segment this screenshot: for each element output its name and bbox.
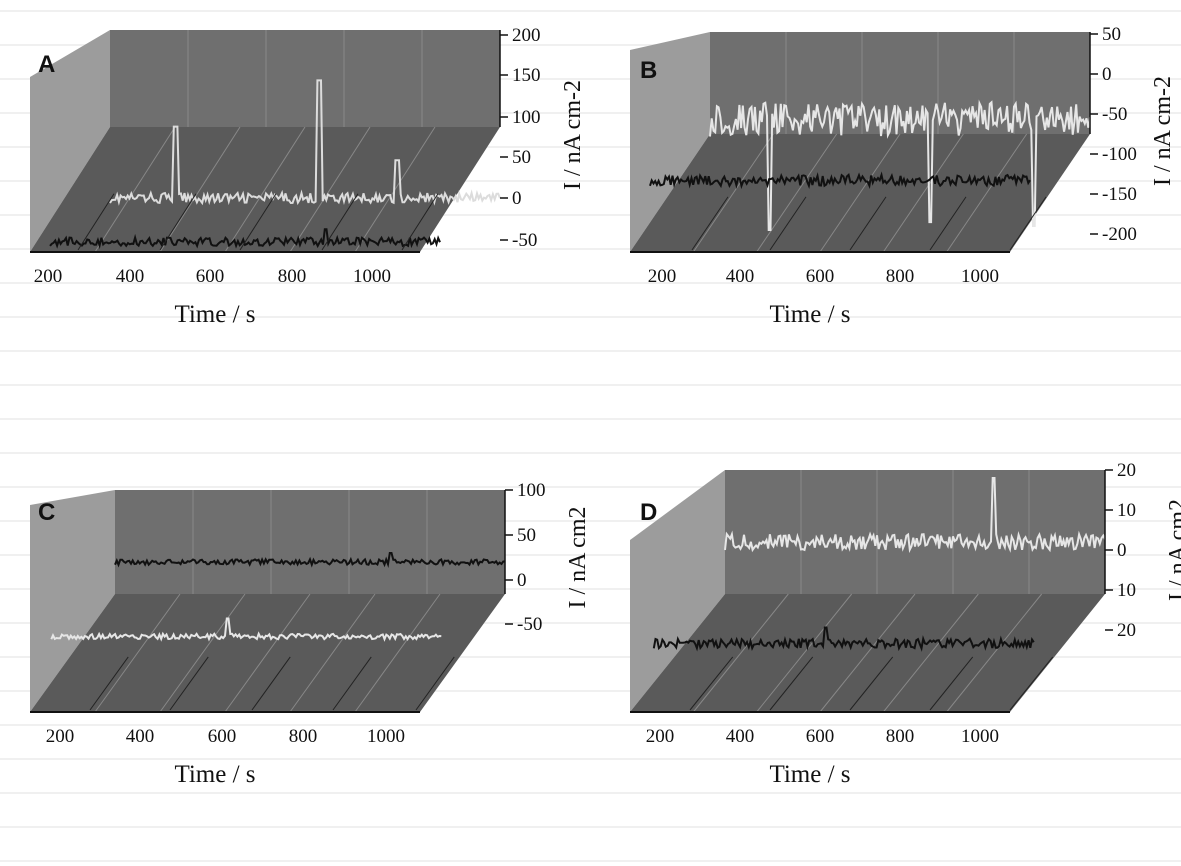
y-tick-label: 50 [512,147,531,168]
y-axis-title: I / nA cm-2 [560,80,586,190]
panel-label: B [640,57,657,84]
x-tick-label: 200 [46,726,75,747]
y-tick-label: 100 [512,107,541,128]
x-tick-label: 800 [886,266,915,287]
y-tick-label: -200 [1102,224,1137,245]
y-tick-label: 50 [1102,24,1121,45]
x-axis-title: Time / s [769,761,850,788]
y-tick-label: 20 [1117,460,1136,481]
x-tick-label: 1000 [961,726,999,747]
y-tick-label: 10 [1117,580,1136,601]
y-axis-title: I / nA cm2 [1165,499,1181,601]
x-tick-label: 600 [208,726,237,747]
x-tick-label: 400 [126,726,155,747]
y-tick-label: 20 [1117,620,1136,641]
y-tick-label: 0 [1102,64,1112,85]
x-tick-label: 1000 [353,266,391,287]
x-tick-label: 600 [806,266,835,287]
back-wall [110,30,500,127]
y-tick-label: 0 [1117,540,1127,561]
x-tick-label: 800 [278,266,307,287]
back-wall [725,470,1105,594]
x-axis-title: Time / s [769,301,850,328]
x-tick-label: 800 [289,726,318,747]
x-tick-label: 200 [646,726,675,747]
y-tick-label: 10 [1117,500,1136,521]
panel-label: A [38,51,55,78]
y-tick-label: 0 [512,188,522,209]
x-axis-title: Time / s [174,761,255,788]
y-tick-label: -50 [517,614,542,635]
x-axis-title: Time / s [174,301,255,328]
x-tick-label: 400 [726,726,755,747]
y-tick-label: 50 [517,525,536,546]
panel-label: C [38,499,55,526]
y-tick-label: -150 [1102,184,1137,205]
x-tick-label: 400 [116,266,145,287]
y-tick-label: -50 [1102,104,1127,125]
y-axis-title: I / nA cm-2 [1150,76,1176,186]
panel-label: D [640,499,657,526]
y-tick-label: 100 [517,480,546,501]
x-tick-label: 200 [648,266,677,287]
panel-c: 200 400 600 800 1000 Time / s 100 50 0 -50 I / nA … [30,480,591,788]
x-tick-label: 200 [34,266,63,287]
y-axis-title: I / nA cm2 [565,507,591,609]
y-tick-label: 150 [512,65,541,86]
back-wall [115,490,505,594]
y-tick-label: -100 [1102,144,1137,165]
x-tick-label: 1000 [367,726,405,747]
x-tick-label: 600 [196,266,225,287]
x-tick-label: 400 [726,266,755,287]
y-tick-label: -50 [512,230,537,251]
x-tick-label: 600 [806,726,835,747]
x-tick-label: 1000 [961,266,999,287]
y-tick-label: 0 [517,570,527,591]
y-tick-label: 200 [512,25,541,46]
x-tick-label: 800 [886,726,915,747]
